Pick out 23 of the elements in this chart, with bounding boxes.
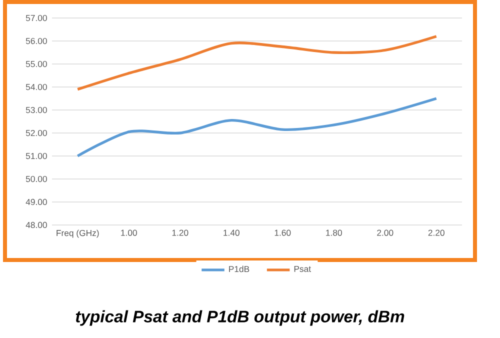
x-tick-label: 1.80 <box>326 230 342 236</box>
y-tick-label: 53.00 <box>26 106 47 114</box>
y-tick-label: 50.00 <box>26 176 47 182</box>
x-tick-label: 1.20 <box>172 230 188 236</box>
y-tick-label: 56.00 <box>26 38 47 44</box>
x-tick-label: Freq (GHz) <box>56 230 99 238</box>
x-tick-label: 1.40 <box>224 230 240 236</box>
line-series <box>76 97 438 158</box>
text: typical Psat and P1dB output power, dBm <box>76 310 404 326</box>
x-tick-label: 1.60 <box>274 230 291 236</box>
y-tick-label: 49.00 <box>26 198 47 206</box>
x-tick-label: 2.00 <box>377 230 394 236</box>
y-tick-label: 57.00 <box>26 14 47 22</box>
y-tick-label: 55.00 <box>26 60 47 68</box>
y-tick-label: 51.00 <box>26 152 47 160</box>
y-tick-label: 54.00 <box>26 84 47 90</box>
legend-label: P1dB <box>229 266 250 272</box>
y-tick-label: 48.00 <box>26 222 47 228</box>
x-tick-label: 1.00 <box>121 230 137 236</box>
line-series <box>76 35 438 91</box>
legend-label: Psat <box>294 266 311 272</box>
y-tick-label: 52.00 <box>26 130 47 136</box>
x-tick-label: 2.20 <box>428 230 444 236</box>
